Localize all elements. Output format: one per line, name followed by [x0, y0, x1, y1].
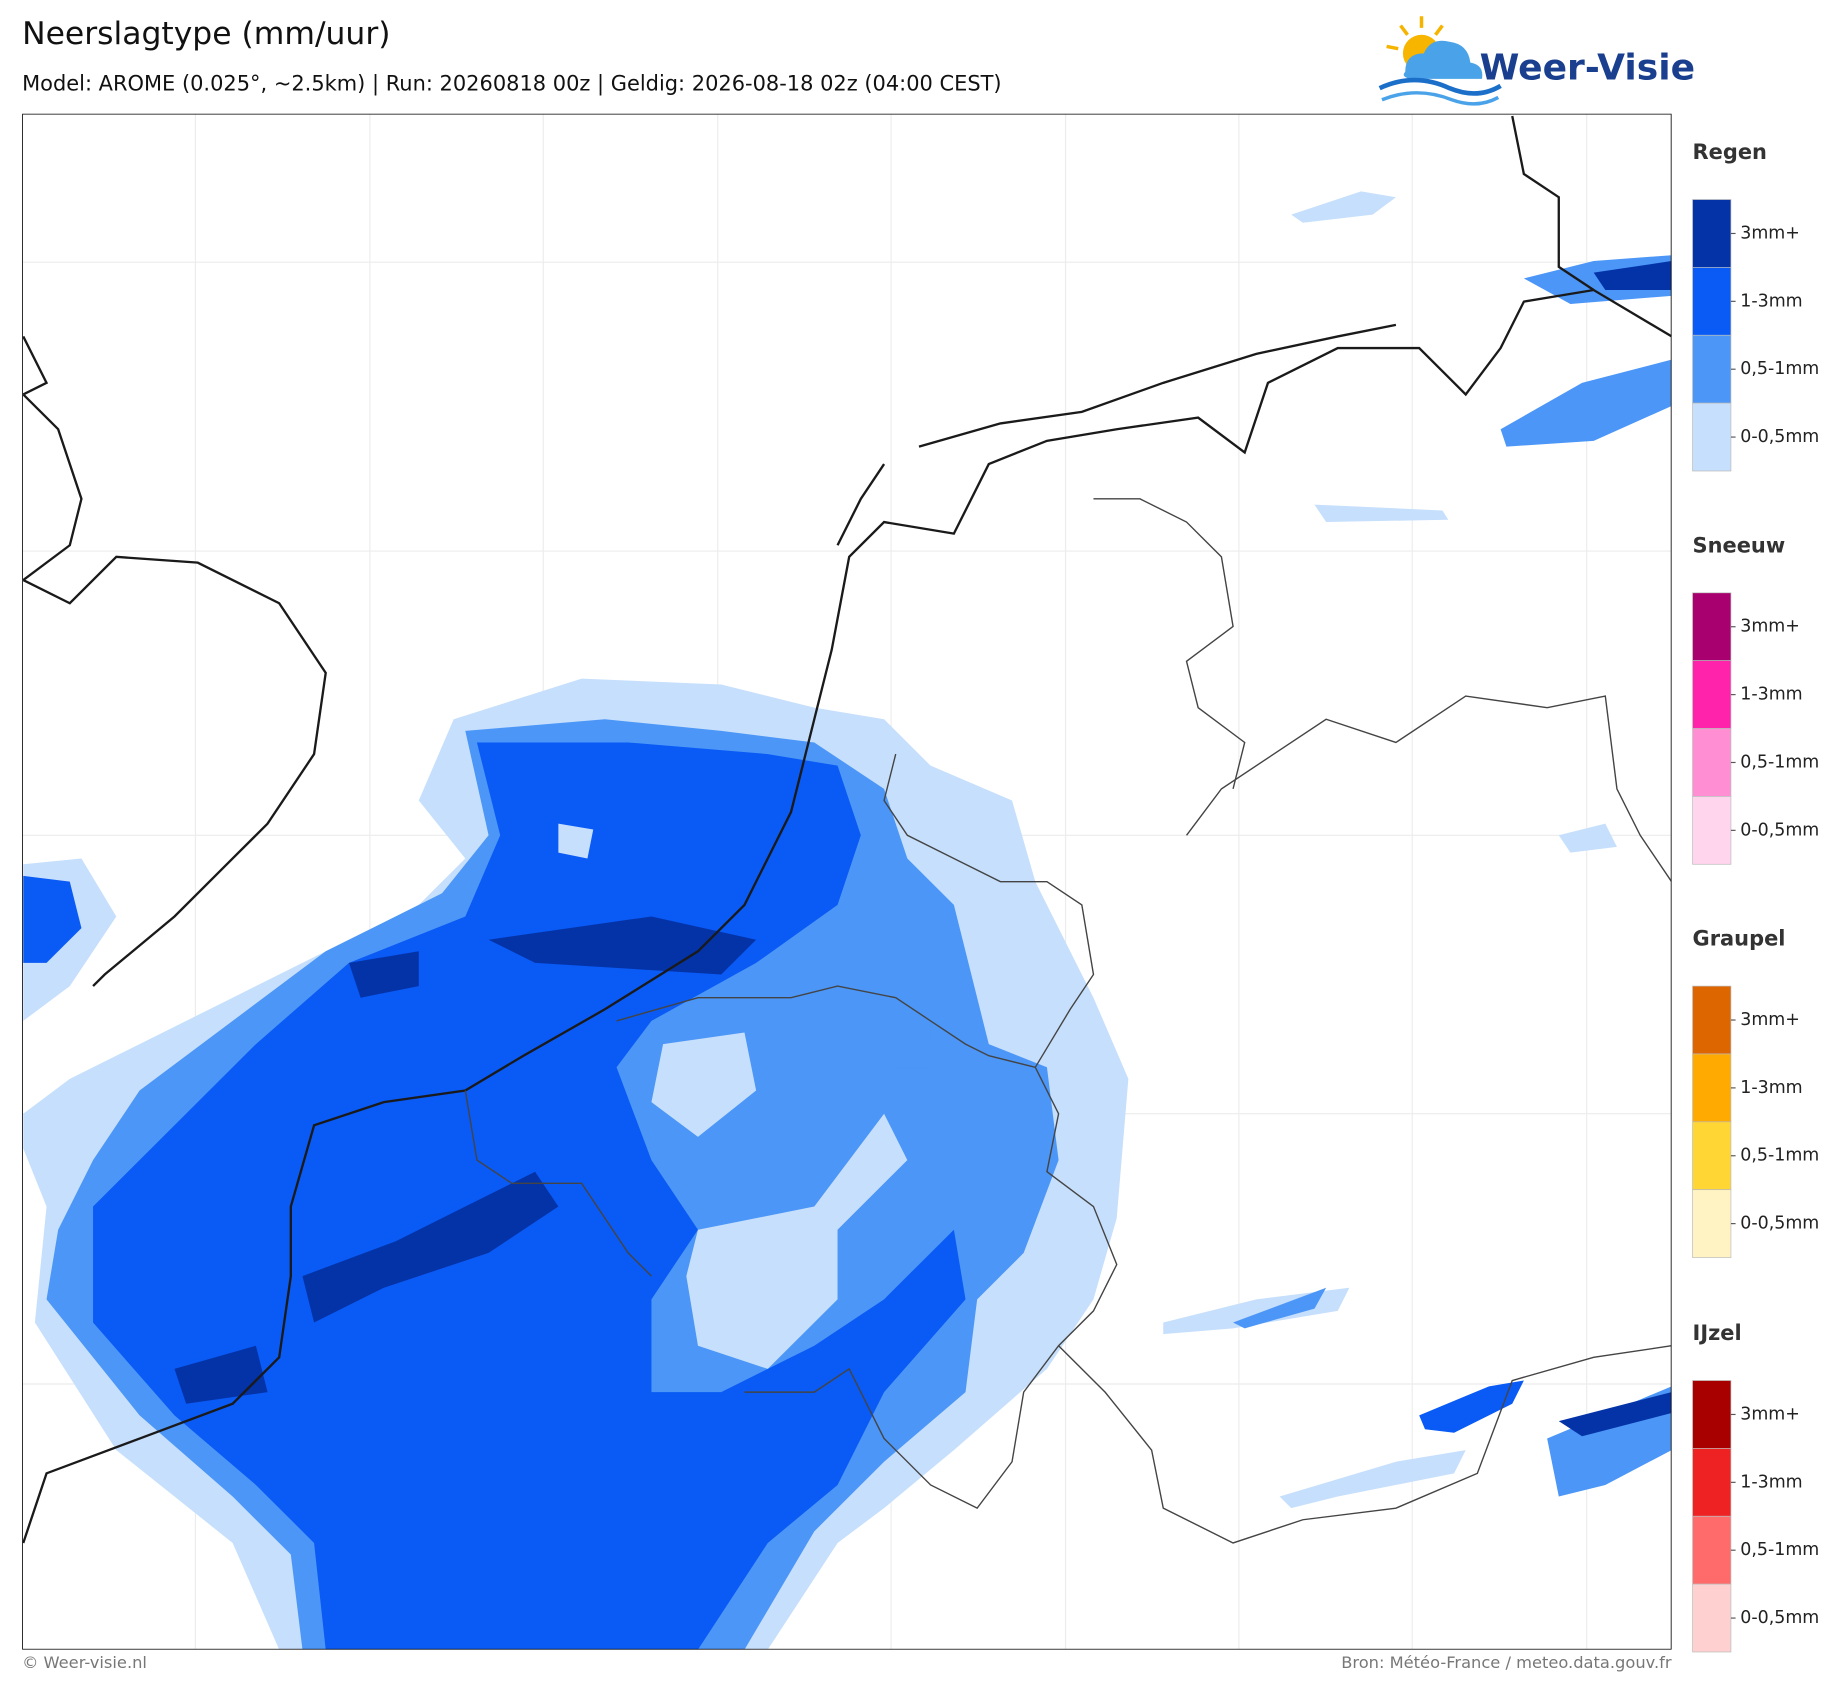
legend-swatch — [1692, 1121, 1732, 1191]
precipitation — [23, 191, 1672, 1650]
legend-swatch — [1692, 728, 1732, 797]
legend-group-title: Graupel — [1693, 927, 1786, 951]
legend-label: 1-3mm — [1740, 291, 1802, 311]
legend-group-title: IJzel — [1693, 1321, 1742, 1345]
legend-swatch — [1692, 1448, 1732, 1517]
legend-label: 3mm+ — [1740, 223, 1800, 243]
legend-label: 3mm+ — [1740, 1010, 1800, 1030]
borders — [464, 498, 1672, 1544]
legend-label: 0-0,5mm — [1740, 820, 1819, 840]
legend-swatch — [1692, 1583, 1732, 1653]
map — [22, 113, 1672, 1650]
legend-label: 1-3mm — [1740, 1472, 1802, 1492]
legend-swatch — [1692, 1380, 1732, 1449]
logo: Weer-Visie — [1378, 16, 1695, 106]
legend-swatch — [1692, 334, 1732, 404]
legend-swatch — [1692, 199, 1732, 268]
subtitle: Model: AROME (0.025°, ~2.5km) | Run: 202… — [22, 72, 1002, 97]
legend-swatch — [1692, 660, 1732, 729]
coastlines — [22, 115, 1672, 1544]
logo-text: Weer-Visie — [1480, 48, 1695, 89]
legend-label: 0,5-1mm — [1740, 1146, 1819, 1166]
legend-swatch — [1692, 796, 1732, 865]
legend-swatch — [1692, 1053, 1732, 1123]
title: Neerslagtype (mm/uur) — [22, 16, 390, 52]
legend-label: 0-0,5mm — [1740, 427, 1819, 447]
legend-label: 1-3mm — [1740, 685, 1802, 705]
legend-label: 1-3mm — [1740, 1078, 1802, 1098]
legend-label: 0,5-1mm — [1740, 1540, 1819, 1560]
legend-swatch — [1692, 592, 1732, 662]
legend-group-title: Regen — [1693, 140, 1767, 164]
legend-swatch — [1692, 402, 1732, 472]
legend-group-title: Sneeuw — [1693, 533, 1786, 557]
legend-label: 3mm+ — [1740, 1404, 1800, 1424]
footer-right: Bron: Météo-France / meteo.data.gouv.fr — [1341, 1653, 1672, 1672]
legend-label: 0,5-1mm — [1740, 359, 1819, 379]
legend-label: 0-0,5mm — [1740, 1214, 1819, 1234]
legend-label: 0-0,5mm — [1740, 1608, 1819, 1628]
footer-left: © Weer-visie.nl — [22, 1653, 147, 1672]
legend-label: 3mm+ — [1740, 617, 1800, 637]
legend-swatch — [1692, 985, 1732, 1055]
legend-label: 0,5-1mm — [1740, 752, 1819, 772]
legend: Regen 3mm+ 1-3mm 0,5-1mm 0-0,5mm Sneeuw 3mm+ 1-… — [1692, 140, 1819, 1653]
legend-swatch — [1692, 1189, 1732, 1258]
legend-swatch — [1692, 1515, 1732, 1585]
legend-swatch — [1692, 267, 1732, 336]
